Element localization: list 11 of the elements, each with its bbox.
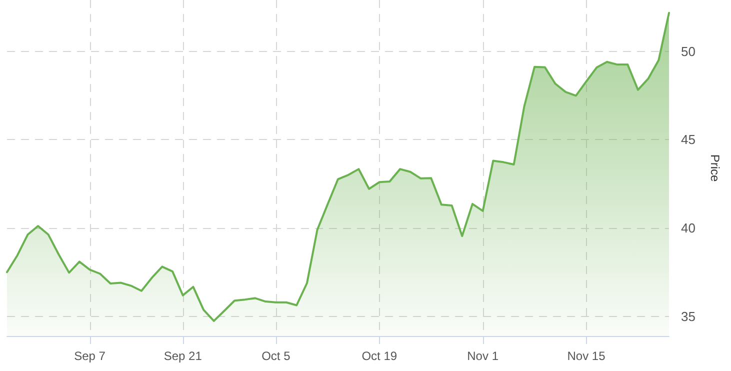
x-tick-label: Sep 7 [74, 349, 106, 363]
x-tick-label: Nov 15 [567, 349, 606, 363]
x-tick-label: Sep 21 [164, 349, 202, 363]
y-axis-title: Price [708, 154, 722, 182]
y-tick-label: 40 [681, 220, 696, 236]
y-tick-label: 45 [681, 132, 696, 148]
x-tick-label: Oct 5 [262, 349, 291, 363]
y-tick-label: 35 [681, 309, 696, 324]
x-tick-label: Oct 19 [362, 349, 398, 363]
y-tick-label: 50 [681, 44, 696, 59]
x-tick-label: Nov 1 [467, 349, 499, 363]
